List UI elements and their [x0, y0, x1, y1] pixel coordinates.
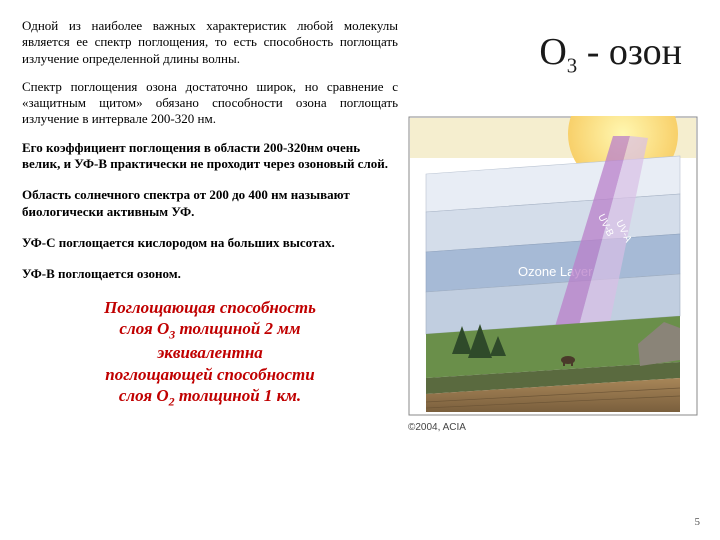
ozone-svg: Ozone Layer UV-B UV-A	[408, 116, 698, 416]
paragraph-1: Одной из наиболее важных характеристик л…	[22, 18, 398, 67]
paragraph-4: Область солнечного спектра от 200 до 400…	[22, 187, 398, 221]
page-title: O3 - озон	[539, 30, 682, 79]
title-rest: - озон	[577, 31, 682, 73]
highlight-line1: Поглощающая способность	[62, 297, 358, 318]
paragraph-2: Спектр поглощения озона достаточно широк…	[22, 79, 398, 128]
highlight-line5: слоя O2 толщиной 1 км.	[62, 385, 358, 409]
title-formula: O	[539, 31, 566, 73]
text-column: Одной из наиболее важных характеристик л…	[22, 18, 398, 409]
highlight-line4: поглощающей способности	[62, 364, 358, 385]
highlight-block: Поглощающая способность слоя O3 толщиной…	[22, 297, 398, 409]
highlight-line3: эквивалентна	[62, 342, 358, 363]
page-number: 5	[695, 516, 701, 528]
ozone-diagram: Ozone Layer UV-B UV-A ©2004, ACIA	[408, 116, 698, 433]
copyright: ©2004, ACIA	[408, 422, 698, 433]
animal-leg-2	[571, 361, 573, 366]
title-sub: 3	[567, 54, 577, 78]
highlight-line2: слоя O3 толщиной 2 мм	[62, 318, 358, 342]
animal-leg-1	[563, 361, 565, 366]
paragraph-5: УФ-C поглощается кислородом на больших в…	[22, 235, 398, 252]
paragraph-6: УФ-B поглощается озоном.	[22, 266, 398, 283]
paragraph-3: Его коэффициент поглощения в области 200…	[22, 140, 398, 174]
